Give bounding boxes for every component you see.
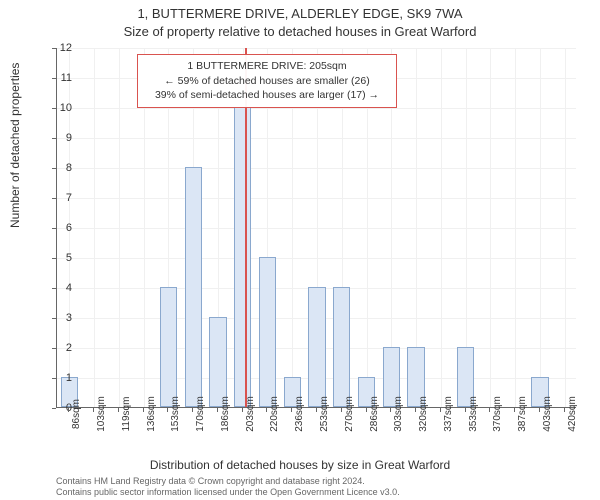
attribution-footer: Contains HM Land Registry data © Crown c… <box>56 476 400 498</box>
histogram-bar <box>259 257 276 407</box>
histogram-bar <box>185 167 202 407</box>
x-tick-label: 153sqm <box>170 396 181 432</box>
x-tick-label: 103sqm <box>96 396 107 432</box>
x-tick-label: 353sqm <box>468 396 479 432</box>
plot-area: 1 BUTTERMERE DRIVE: 205sqm← 59% of detac… <box>56 48 576 408</box>
x-tick-label: 337sqm <box>443 396 454 432</box>
histogram-bar <box>160 287 177 407</box>
histogram-bar <box>333 287 350 407</box>
histogram-bar <box>209 317 226 407</box>
x-tick-label: 203sqm <box>245 396 256 432</box>
x-tick-label: 136sqm <box>146 396 157 432</box>
annotation-line2: ← 59% of detached houses are smaller (26… <box>146 74 388 89</box>
x-tick-label: 253sqm <box>319 396 330 432</box>
x-tick-label: 320sqm <box>418 396 429 432</box>
annotation-line3: 39% of semi-detached houses are larger (… <box>146 88 388 103</box>
x-tick-label: 86sqm <box>71 399 82 429</box>
x-tick-label: 119sqm <box>121 397 132 432</box>
x-tick-label: 403sqm <box>542 396 553 432</box>
footer-line1: Contains HM Land Registry data © Crown c… <box>56 476 400 487</box>
x-tick-label: 270sqm <box>344 396 355 432</box>
histogram-bar <box>234 107 251 407</box>
x-tick-label: 220sqm <box>269 396 280 432</box>
x-tick-label: 186sqm <box>220 396 231 432</box>
x-tick-label: 303sqm <box>393 396 404 432</box>
footer-line2: Contains public sector information licen… <box>56 487 400 498</box>
y-axis-label: Number of detached properties <box>8 63 22 228</box>
chart-title-address: 1, BUTTERMERE DRIVE, ALDERLEY EDGE, SK9 … <box>0 6 600 21</box>
x-tick-label: 236sqm <box>294 396 305 432</box>
x-tick-label: 286sqm <box>369 396 380 432</box>
histogram-bar <box>308 287 325 407</box>
annotation-line1: 1 BUTTERMERE DRIVE: 205sqm <box>146 59 388 74</box>
annotation-box: 1 BUTTERMERE DRIVE: 205sqm← 59% of detac… <box>137 54 397 108</box>
x-tick-label: 370sqm <box>492 396 503 432</box>
x-tick-label: 420sqm <box>567 396 578 432</box>
chart-subtitle: Size of property relative to detached ho… <box>0 24 600 39</box>
x-tick-label: 170sqm <box>195 396 206 432</box>
x-tick-label: 387sqm <box>517 396 528 432</box>
x-axis-label: Distribution of detached houses by size … <box>0 458 600 472</box>
